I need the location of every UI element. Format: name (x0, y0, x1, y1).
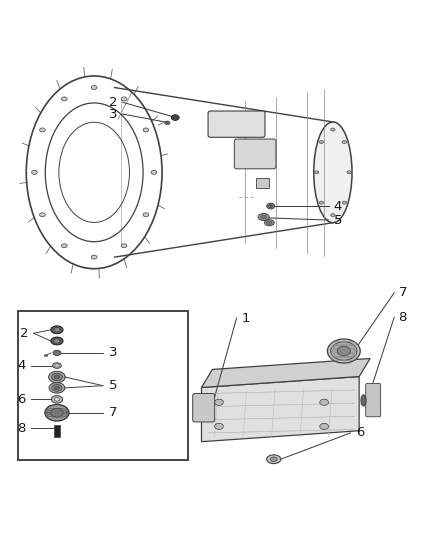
Ellipse shape (54, 328, 60, 332)
Ellipse shape (121, 97, 127, 101)
Ellipse shape (44, 354, 48, 357)
Ellipse shape (331, 128, 335, 131)
Ellipse shape (267, 203, 275, 209)
Ellipse shape (260, 215, 267, 219)
Ellipse shape (266, 221, 272, 224)
Ellipse shape (54, 375, 60, 379)
Text: 8: 8 (17, 422, 25, 434)
Ellipse shape (49, 383, 65, 393)
Polygon shape (201, 376, 359, 442)
Ellipse shape (39, 213, 45, 217)
Text: 5: 5 (109, 379, 117, 392)
Text: 6: 6 (17, 393, 25, 406)
Ellipse shape (361, 395, 366, 406)
Ellipse shape (342, 141, 346, 143)
Ellipse shape (215, 423, 223, 430)
Ellipse shape (52, 384, 62, 391)
Bar (54, 425, 60, 437)
Text: 2: 2 (109, 96, 117, 109)
Ellipse shape (61, 244, 67, 248)
Ellipse shape (347, 171, 351, 174)
Ellipse shape (319, 141, 324, 143)
FancyBboxPatch shape (234, 139, 276, 169)
Ellipse shape (320, 423, 328, 430)
Ellipse shape (54, 339, 60, 343)
Ellipse shape (51, 326, 63, 334)
Ellipse shape (320, 399, 328, 405)
Ellipse shape (337, 346, 350, 356)
Ellipse shape (171, 115, 179, 120)
Ellipse shape (314, 171, 319, 174)
Ellipse shape (265, 220, 274, 226)
Ellipse shape (165, 121, 170, 125)
Bar (18, 311, 188, 460)
Text: 4: 4 (17, 359, 25, 372)
Text: 2: 2 (20, 327, 28, 340)
Ellipse shape (51, 395, 63, 403)
Text: 1: 1 (242, 312, 250, 325)
Ellipse shape (328, 339, 360, 363)
Ellipse shape (45, 405, 69, 421)
Text: 3: 3 (109, 108, 117, 120)
Ellipse shape (121, 244, 127, 248)
Ellipse shape (54, 398, 60, 401)
Ellipse shape (32, 171, 37, 174)
Ellipse shape (92, 86, 97, 90)
Text: 7: 7 (399, 286, 407, 300)
Ellipse shape (258, 214, 269, 221)
Text: 7: 7 (109, 406, 117, 419)
Ellipse shape (91, 255, 97, 259)
Ellipse shape (342, 201, 346, 204)
Ellipse shape (55, 364, 59, 367)
Ellipse shape (215, 399, 223, 405)
Ellipse shape (53, 350, 61, 356)
Text: 3: 3 (109, 346, 117, 359)
FancyBboxPatch shape (366, 383, 381, 417)
Ellipse shape (49, 372, 65, 383)
FancyBboxPatch shape (208, 111, 265, 138)
Ellipse shape (143, 213, 149, 217)
Ellipse shape (331, 214, 335, 217)
Ellipse shape (319, 201, 324, 204)
Ellipse shape (314, 122, 352, 223)
Ellipse shape (151, 171, 157, 174)
Ellipse shape (61, 97, 67, 101)
Text: 8: 8 (399, 311, 407, 324)
Polygon shape (201, 359, 370, 387)
Ellipse shape (267, 455, 281, 464)
Ellipse shape (331, 342, 357, 360)
Text: 5: 5 (334, 214, 342, 227)
Ellipse shape (39, 128, 45, 132)
Ellipse shape (51, 337, 63, 345)
Ellipse shape (54, 386, 60, 390)
Bar (256, 178, 269, 188)
Text: 4: 4 (334, 199, 342, 213)
Text: 6: 6 (356, 426, 364, 439)
Ellipse shape (53, 362, 61, 368)
Ellipse shape (51, 408, 63, 417)
Ellipse shape (270, 457, 277, 462)
Ellipse shape (268, 205, 272, 207)
Ellipse shape (52, 373, 62, 381)
Ellipse shape (143, 128, 149, 132)
FancyBboxPatch shape (193, 393, 215, 422)
